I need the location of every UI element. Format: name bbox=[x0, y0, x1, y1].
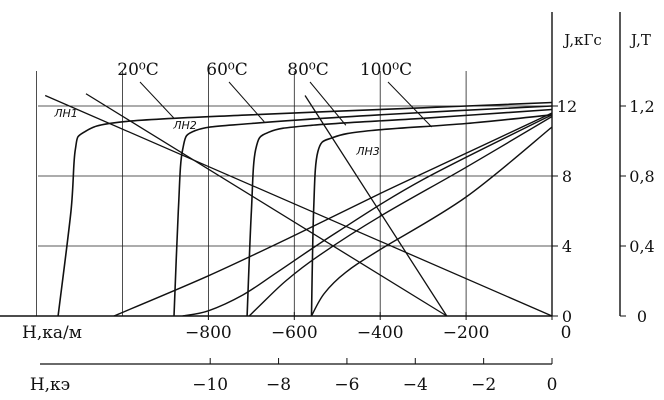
temperature-leader-4 bbox=[387, 81, 433, 128]
grid bbox=[36, 71, 552, 316]
temperature-label-2: 60⁰C bbox=[206, 60, 247, 80]
x-bottom-tick-label: −10 bbox=[192, 375, 228, 395]
x-axis-top-label: H,ка/м bbox=[22, 323, 82, 343]
j-curve-2 bbox=[173, 105, 553, 317]
y-left-tick-label: 4 bbox=[562, 237, 572, 256]
y-left-tick-label: 12 bbox=[557, 97, 577, 116]
b-curve-4 bbox=[310, 126, 553, 317]
x-axis-bottom-label: H,кэ bbox=[30, 375, 70, 395]
j-curve-1 bbox=[57, 101, 553, 317]
y-right-tick-label: 1,2 bbox=[629, 97, 654, 116]
x-bottom-tick-label: −2 bbox=[471, 375, 496, 395]
temperature-leader-1 bbox=[139, 81, 175, 119]
b-curve-2 bbox=[182, 114, 553, 317]
x-top-tick-label: 0 bbox=[561, 323, 572, 343]
y-right-tick-label: 0,8 bbox=[629, 167, 654, 186]
b-curve-1 bbox=[113, 112, 553, 317]
x-top-tick-label: −400 bbox=[357, 323, 404, 343]
temperature-leader-3 bbox=[309, 81, 347, 126]
j-curve-3 bbox=[246, 108, 553, 317]
b-curve-3 bbox=[248, 115, 553, 317]
labels: 0 4 8 12 0 0,4 0,8 1,2 J,кГс J,T −800 −600 −400 −200 0… bbox=[22, 31, 655, 395]
x-bottom-tick-label: −6 bbox=[334, 375, 359, 395]
load-line-label-1: ЛН1 bbox=[53, 107, 78, 120]
y-left-tick-label: 0 bbox=[562, 307, 572, 326]
temperature-label-4: 100⁰C bbox=[360, 60, 412, 80]
temperature-label-1: 20⁰C bbox=[117, 60, 158, 80]
axes bbox=[0, 12, 626, 365]
curves bbox=[44, 93, 553, 317]
y-axis-left-label: J,кГс bbox=[562, 31, 602, 49]
x-top-tick-label: −600 bbox=[271, 323, 318, 343]
load-line-2 bbox=[85, 93, 448, 317]
load-line-1 bbox=[44, 94, 553, 317]
load-line-label-2: ЛН2 bbox=[172, 119, 197, 132]
x-top-tick-label: −200 bbox=[443, 323, 490, 343]
temperature-label-3: 80⁰C bbox=[287, 60, 328, 80]
x-bottom-tick-label: −8 bbox=[266, 375, 291, 395]
x-top-tick-label: −800 bbox=[185, 323, 232, 343]
temperature-leader-2 bbox=[228, 81, 265, 123]
y-axis-right-label: J,T bbox=[629, 31, 651, 49]
load-line-label-3: ЛН3 bbox=[355, 145, 380, 158]
y-right-tick-label: 0 bbox=[637, 307, 647, 326]
y-left-tick-label: 8 bbox=[562, 167, 572, 186]
x-bottom-tick-label: 0 bbox=[547, 375, 558, 395]
x-bottom-tick-label: −4 bbox=[403, 375, 428, 395]
load-line-3 bbox=[304, 95, 448, 317]
j-curve-4 bbox=[310, 114, 553, 317]
y-right-tick-label: 0,4 bbox=[629, 237, 654, 256]
